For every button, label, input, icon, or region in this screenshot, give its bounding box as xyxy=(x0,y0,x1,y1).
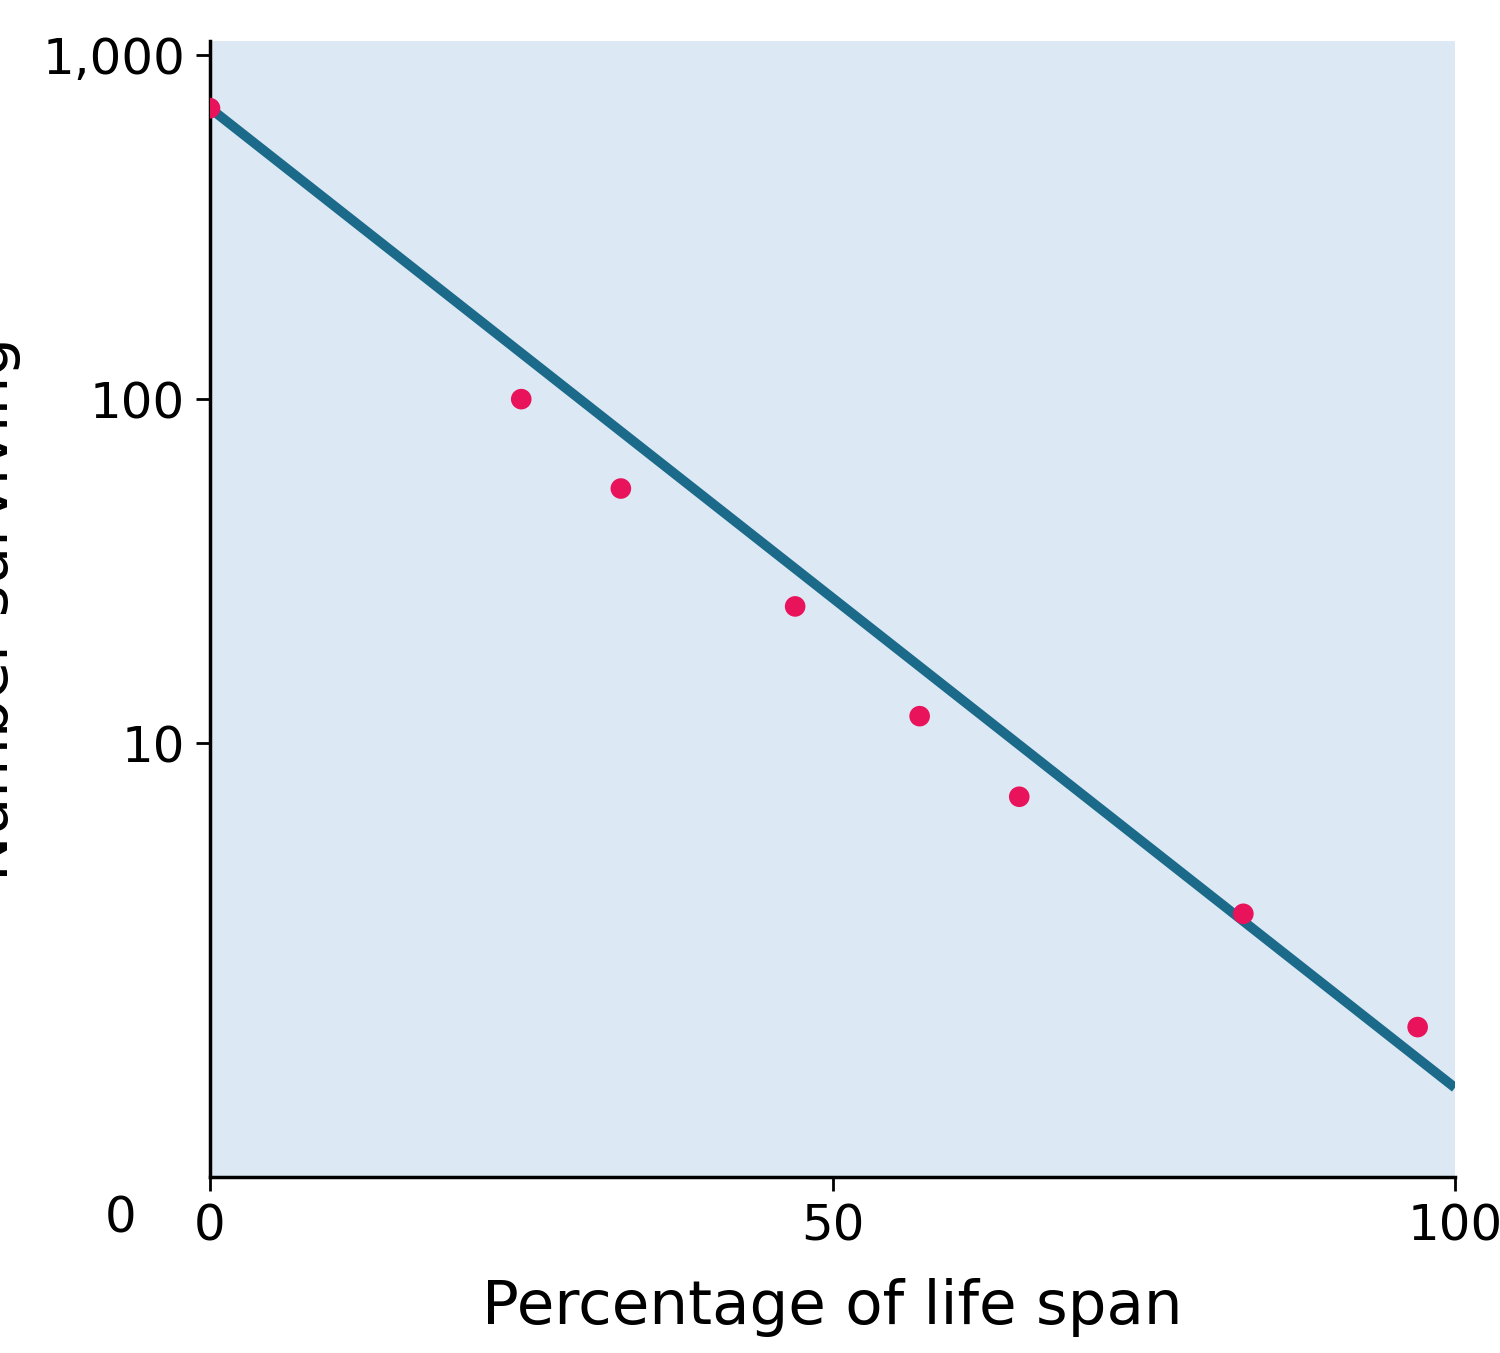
Point xyxy=(1232,902,1256,924)
Y-axis label: Number surviving: Number surviving xyxy=(0,337,21,881)
X-axis label: Percentage of life span: Percentage of life span xyxy=(482,1277,1184,1337)
Point xyxy=(198,97,222,119)
Point xyxy=(509,388,534,410)
Text: 0: 0 xyxy=(105,1195,136,1242)
Point xyxy=(609,478,633,499)
Point xyxy=(908,705,932,727)
Point xyxy=(1008,786,1032,808)
Point xyxy=(783,595,807,617)
Point xyxy=(1406,1016,1429,1038)
